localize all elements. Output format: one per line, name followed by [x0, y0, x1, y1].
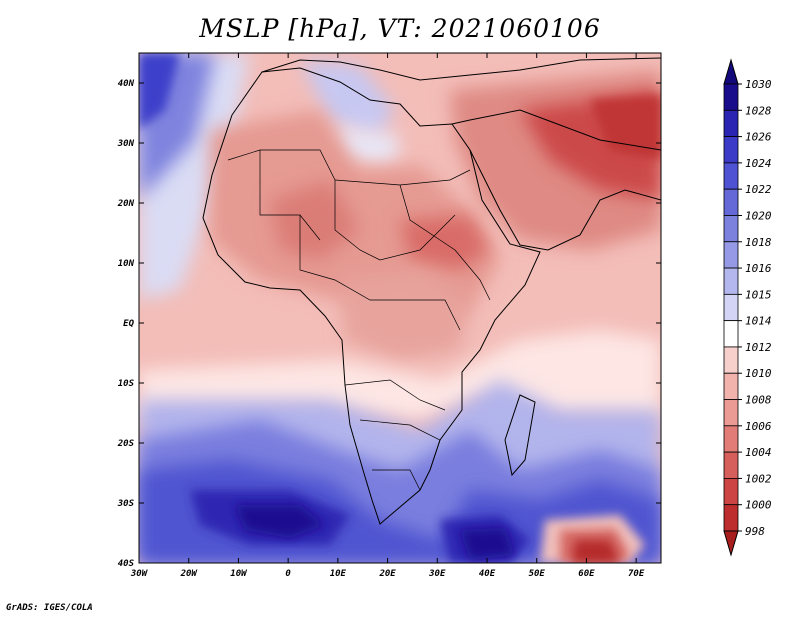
grads-credit: GrADS: IGES/COLA — [6, 603, 93, 613]
map-coastlines — [202, 57, 661, 525]
map-title: MSLP [hPa], VT: 2021060106 — [199, 14, 601, 43]
lon-tick-label: 10W — [230, 569, 248, 579]
lon-tick-label: 30W — [130, 569, 149, 579]
colorbar-swatch — [723, 399, 739, 427]
colorbar-swatch — [723, 451, 739, 479]
colorbar-swatch — [723, 320, 739, 348]
colorbar-swatch — [723, 215, 739, 243]
colorbar-label: 1024 — [745, 157, 772, 170]
colorbar-legend: 1030 1028 1026 1024 1022 1020 1018 1016 1015 1014… — [723, 58, 772, 557]
colorbar-swatch — [723, 83, 739, 111]
lon-tick-label: 0 — [285, 569, 291, 579]
colorbar-swatch — [723, 372, 739, 400]
colorbar-label: 1000 — [745, 499, 772, 512]
lat-tick-label: 40N — [118, 79, 135, 89]
colorbar-label: 1004 — [745, 446, 772, 459]
plot-frame — [138, 52, 662, 564]
lat-tick-label: 40S — [118, 559, 135, 569]
colorbar-label: 1012 — [745, 341, 772, 354]
latitude-axis: 40N 30N 20N 10N EQ 10S 20S 30S 40S — [117, 79, 661, 569]
lat-tick-label: 30N — [117, 139, 135, 149]
colorbar-swatch — [723, 136, 739, 164]
colorbar-swatch — [723, 188, 739, 216]
colorbar-label: 1006 — [745, 420, 772, 433]
lon-tick-label: 10E — [330, 569, 347, 579]
colorbar-label: 1028 — [745, 104, 772, 117]
colorbar-swatch — [723, 267, 739, 295]
colorbar-swatch — [723, 346, 739, 374]
colorbar-label: 1018 — [745, 236, 772, 249]
map-borders — [227, 149, 491, 491]
colorbar-swatch — [723, 162, 739, 190]
colorbar-label: 1016 — [745, 262, 772, 275]
lat-tick-label: 10S — [118, 379, 135, 389]
colorbar-swatch — [723, 478, 739, 506]
lon-tick-label: 20W — [180, 569, 199, 579]
colorbar-label: 1026 — [745, 131, 772, 144]
colorbar-swatch — [723, 109, 739, 137]
colorbar-swatch — [723, 293, 739, 322]
colorbar-label: 998 — [745, 525, 765, 538]
colorbar-swatch — [723, 425, 739, 453]
colorbar-label: 1022 — [745, 183, 772, 196]
colorbar-label: 1002 — [745, 472, 772, 485]
colorbar-label: 1020 — [745, 209, 772, 222]
colorbar-bottom-arrow — [723, 530, 739, 557]
lon-tick-label: 20E — [378, 569, 396, 579]
lon-tick-label: 40E — [479, 569, 496, 579]
colorbar-label: 1030 — [745, 78, 772, 91]
lat-tick-label: 10N — [118, 259, 135, 269]
lat-tick-label: 30S — [117, 499, 135, 509]
pressure-field — [139, 53, 661, 563]
colorbar-label: 1008 — [745, 394, 772, 407]
colorbar-top-arrow — [723, 58, 739, 85]
lon-tick-label: 60E — [578, 569, 595, 579]
lon-tick-label: 50E — [529, 569, 546, 579]
colorbar-label: 1010 — [745, 367, 772, 380]
lat-tick-label: 20N — [117, 199, 135, 209]
lon-tick-label: 70E — [628, 569, 645, 579]
colorbar-label: 1014 — [745, 315, 772, 328]
longitude-axis: 30W 20W 10W 0 10E 20E 30E 40E 50E 60E 70E — [130, 53, 645, 579]
lon-tick-label: 30E — [428, 569, 446, 579]
colorbar-label: 1015 — [745, 288, 772, 301]
colorbar-swatch — [723, 241, 739, 269]
colorbar-swatch — [723, 504, 739, 532]
lat-tick-label: 20S — [117, 439, 135, 449]
lat-tick-label: EQ — [123, 319, 134, 329]
